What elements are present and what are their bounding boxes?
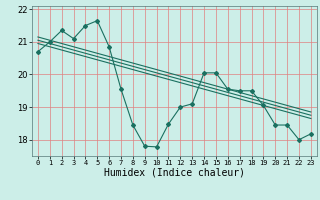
X-axis label: Humidex (Indice chaleur): Humidex (Indice chaleur) <box>104 168 245 178</box>
